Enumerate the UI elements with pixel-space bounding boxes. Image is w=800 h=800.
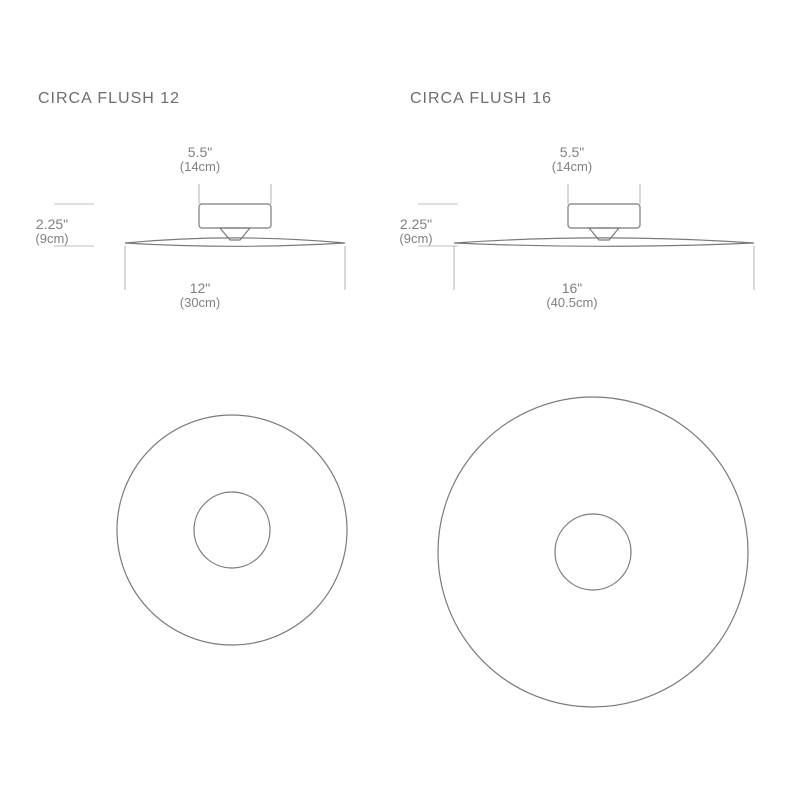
dim-imperial: 2.25" bbox=[366, 216, 466, 232]
dim-imperial: 5.5" bbox=[150, 144, 250, 160]
dim-imperial: 2.25" bbox=[2, 216, 102, 232]
dim-metric: (9cm) bbox=[2, 232, 102, 247]
dimension-label: 12"(30cm) bbox=[150, 280, 250, 311]
canopy bbox=[568, 204, 640, 228]
disc-outline bbox=[438, 397, 748, 707]
canopy bbox=[199, 204, 271, 228]
product-title: CIRCA FLUSH 12 bbox=[38, 90, 180, 108]
bottom-view bbox=[115, 413, 349, 647]
dim-imperial: 12" bbox=[150, 280, 250, 296]
dim-metric: (14cm) bbox=[150, 160, 250, 175]
dimension-label: 2.25"(9cm) bbox=[366, 216, 466, 247]
disc-outline bbox=[117, 415, 347, 645]
dim-imperial: 5.5" bbox=[522, 144, 622, 160]
dim-metric: (30cm) bbox=[150, 296, 250, 311]
dim-imperial: 16" bbox=[522, 280, 622, 296]
canopy-outline bbox=[555, 514, 631, 590]
disc bbox=[125, 238, 345, 246]
dim-metric: (40.5cm) bbox=[522, 296, 622, 311]
dimension-label: 2.25"(9cm) bbox=[2, 216, 102, 247]
canopy-outline bbox=[194, 492, 270, 568]
dimension-label: 5.5"(14cm) bbox=[522, 144, 622, 175]
product-title: CIRCA FLUSH 16 bbox=[410, 90, 552, 108]
bottom-view bbox=[436, 395, 750, 709]
dim-metric: (14cm) bbox=[522, 160, 622, 175]
dimension-label: 5.5"(14cm) bbox=[150, 144, 250, 175]
dimension-label: 16"(40.5cm) bbox=[522, 280, 622, 311]
dim-metric: (9cm) bbox=[366, 232, 466, 247]
disc bbox=[454, 238, 754, 246]
